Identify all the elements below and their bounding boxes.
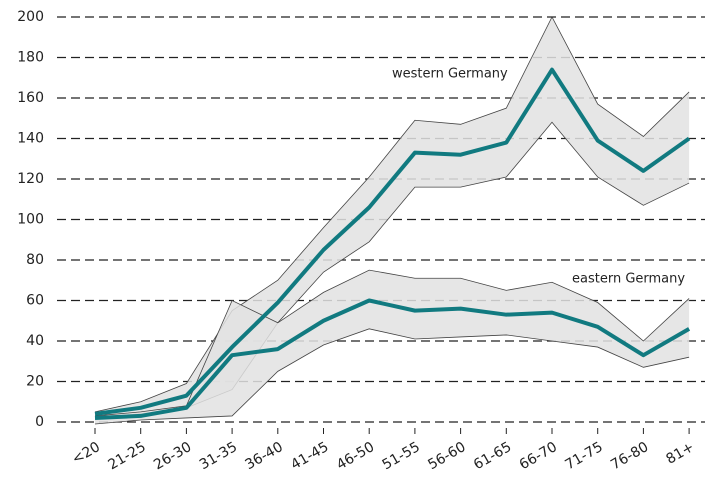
band-edge (94, 16, 690, 413)
x-tick-label: 51-55 (380, 439, 423, 473)
y-tick-label: 20 (26, 374, 44, 390)
x-tick-label: 66-70 (517, 439, 560, 473)
series-line (94, 298, 691, 420)
y-tick-label: 120 (17, 171, 44, 187)
y-tick-label: 160 (17, 90, 44, 106)
series-label: eastern Germany (572, 272, 685, 287)
x-tick-label: 46-50 (334, 439, 377, 473)
y-tick-label: 60 (26, 293, 44, 309)
x-tick-label: 71-75 (562, 439, 605, 473)
y-tick-label: 200 (17, 9, 44, 25)
x-tick-label: 56-60 (425, 439, 468, 473)
band-edge (94, 328, 690, 425)
x-tick-label: 81+ (664, 439, 698, 468)
confidence-band (95, 270, 690, 425)
x-tick-label: 21-25 (105, 439, 148, 473)
y-tick-label: 40 (26, 333, 44, 349)
x-tick-label: 26-30 (151, 439, 194, 473)
y-tick-label: 100 (17, 212, 44, 228)
x-tick-label: <20 (69, 439, 103, 468)
y-tick-label: 180 (17, 50, 44, 66)
series-label: western Germany (392, 67, 508, 82)
series-line (94, 67, 691, 416)
x-tick-label: 41-45 (288, 439, 331, 473)
x-tick-label: 31-35 (197, 439, 240, 473)
x-tick-label: 61-65 (471, 439, 514, 473)
y-tick-label: 80 (26, 252, 44, 268)
y-tick-label: 0 (35, 414, 44, 430)
x-tick-label: 36-40 (243, 439, 286, 473)
x-tick-label: 76-80 (608, 439, 651, 473)
y-tick-label: 140 (17, 131, 44, 147)
